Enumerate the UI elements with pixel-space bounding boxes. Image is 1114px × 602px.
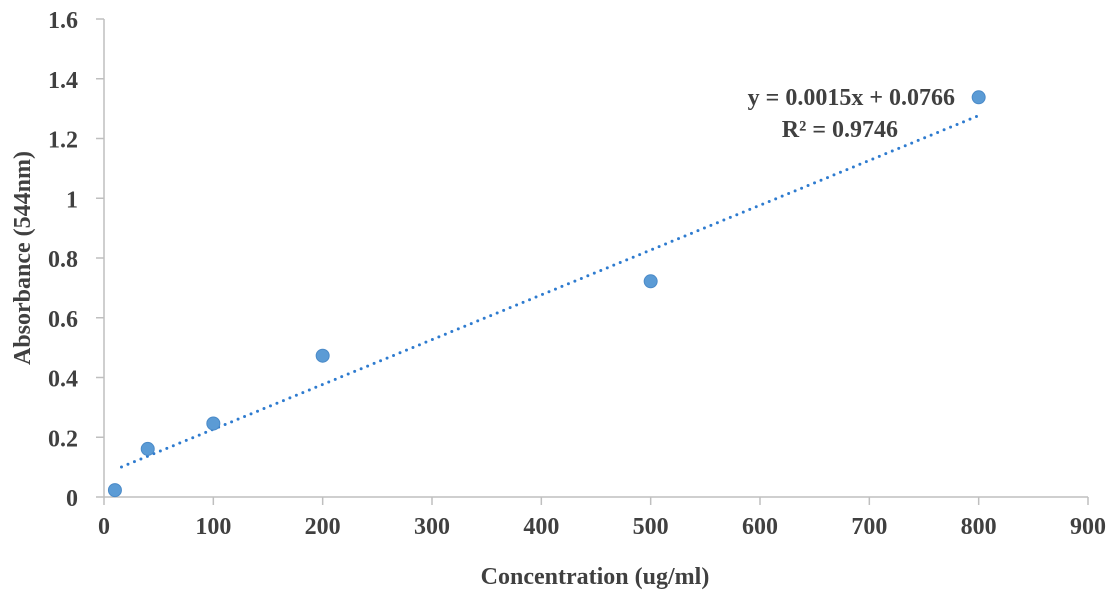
trendline — [119, 114, 981, 469]
trendline-group — [119, 114, 981, 469]
data-point — [643, 274, 658, 289]
x-tick-label: 200 — [305, 514, 341, 540]
x-tick-label: 700 — [851, 514, 887, 540]
y-tick-label: 1 — [66, 187, 78, 213]
y-tick-label: 0.8 — [48, 247, 78, 273]
y-tick-label: 0.6 — [48, 307, 78, 333]
data-point — [107, 483, 122, 498]
x-axis-title: Concentration (ug/ml) — [481, 564, 710, 590]
x-tick-label: 0 — [98, 514, 110, 540]
x-tick-label: 800 — [961, 514, 997, 540]
x-tick-label: 500 — [633, 514, 669, 540]
x-tick-label: 400 — [523, 514, 559, 540]
y-tick-label: 0.4 — [48, 367, 78, 393]
axes: 0 100 200 300 400 500 600 700 800 900 0 0.2 0.4 0.6 0.… — [48, 8, 1106, 540]
data-point — [206, 416, 221, 431]
x-tick-label: 300 — [414, 514, 450, 540]
data-points — [107, 90, 986, 498]
trendline-equation: y = 0.0015x + 0.0766 — [748, 85, 955, 111]
data-point — [971, 90, 986, 105]
x-tick-label: 600 — [742, 514, 778, 540]
data-point — [315, 348, 330, 363]
trendline-r-squared: R² = 0.9746 — [782, 117, 898, 143]
data-point — [140, 441, 155, 456]
y-tick-label: 1.6 — [48, 8, 78, 34]
y-tick-label: 1.2 — [48, 128, 78, 154]
y-tick-label: 0 — [66, 486, 78, 512]
y-axis-title: Absorbance (544nm) — [10, 151, 36, 365]
x-tick-label: 900 — [1070, 514, 1106, 540]
y-tick-label: 1.4 — [48, 68, 78, 94]
x-tick-label: 100 — [195, 514, 231, 540]
y-tick-label: 0.2 — [48, 426, 78, 452]
